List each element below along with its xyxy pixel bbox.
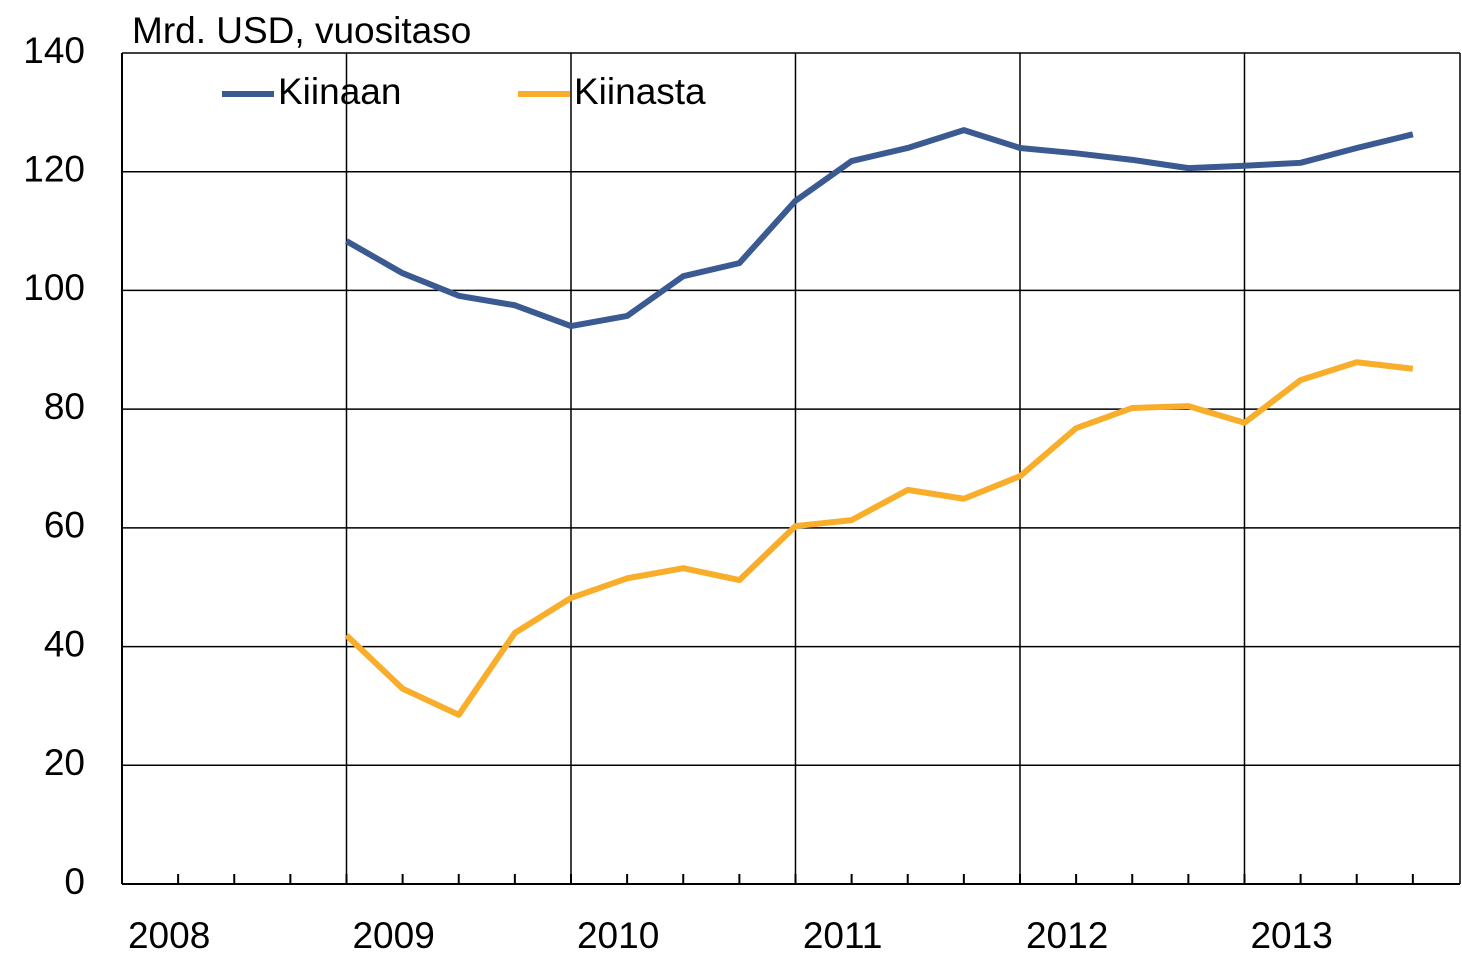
data-line	[345, 127, 1414, 330]
x-tick-label: 2008	[128, 915, 210, 956]
y-tick-label: 0	[64, 861, 85, 902]
legend-label: Kiinasta	[574, 71, 706, 112]
y-tick-label: 120	[23, 148, 85, 189]
y-tick-label: 100	[23, 267, 85, 308]
y-tick-label: 40	[44, 623, 85, 664]
data-line	[344, 359, 1414, 718]
chart-title: Mrd. USD, vuositaso	[132, 10, 471, 51]
legend-label: Kiinaan	[278, 71, 401, 112]
x-tick-label: 2013	[1250, 915, 1332, 956]
x-tick-label: 2011	[803, 915, 883, 956]
y-tick-label: 140	[23, 30, 85, 71]
x-tick-label: 2010	[577, 915, 659, 956]
x-tick-label: 2009	[352, 915, 434, 956]
y-tick-label: 60	[44, 505, 85, 546]
y-tick-label: 20	[44, 742, 85, 783]
x-tick-label: 2012	[1026, 915, 1108, 956]
y-tick-label: 80	[44, 386, 85, 427]
